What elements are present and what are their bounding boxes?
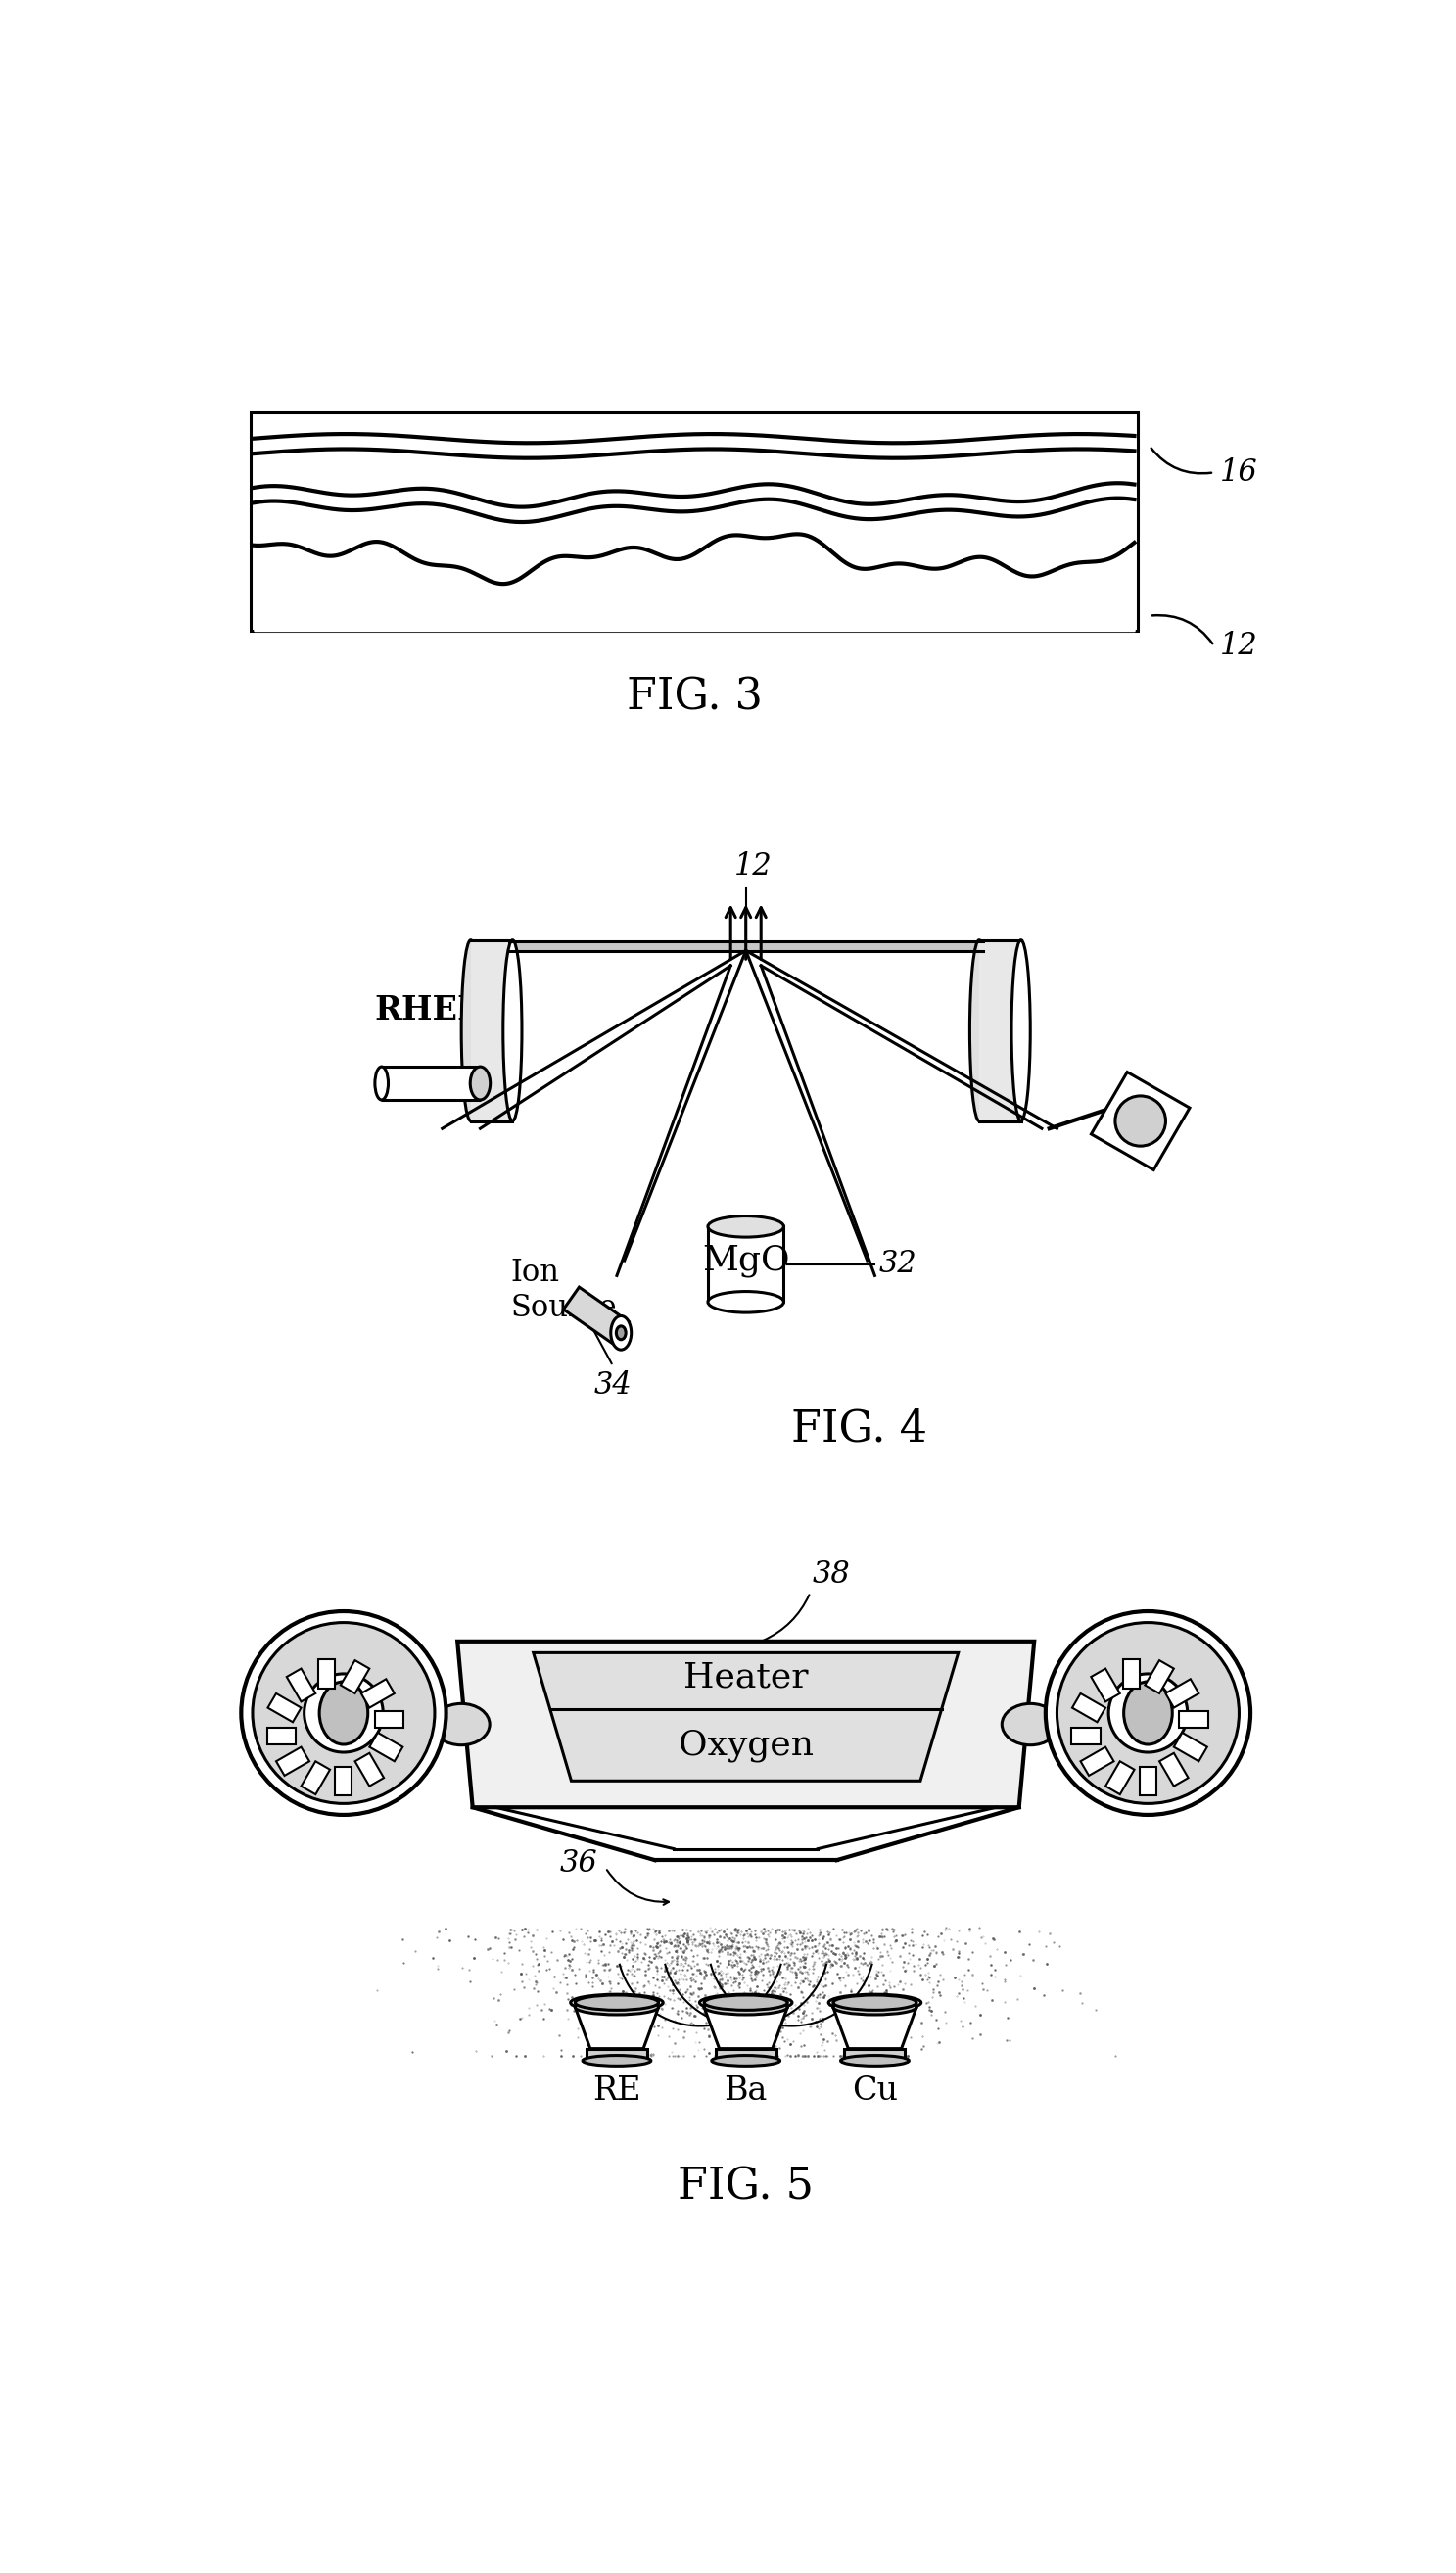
Bar [1072,1693,1105,1721]
Ellipse shape [374,1068,389,1099]
Text: FIG. 5: FIG. 5 [678,2166,814,2208]
Ellipse shape [319,1683,368,1744]
Bar [587,2048,646,2061]
Text: 12: 12 [1220,630,1258,661]
Ellipse shape [575,1994,658,2010]
Polygon shape [563,1286,629,1343]
Text: 34: 34 [594,1369,632,1400]
Bar [250,412,1139,630]
Polygon shape [705,2007,788,2048]
Ellipse shape [708,1217,783,1238]
Ellipse shape [432,1703,489,1744]
Ellipse shape [712,2056,780,2066]
Bar [374,1711,403,1726]
Ellipse shape [462,939,480,1122]
Bar [1140,1768,1156,1796]
Text: 12: 12 [734,852,772,880]
Ellipse shape [699,1994,792,2012]
Bar [335,1768,352,1796]
Ellipse shape [571,1994,662,2012]
Circle shape [1108,1675,1188,1752]
Ellipse shape [575,1999,658,2015]
Ellipse shape [833,1994,917,2010]
Ellipse shape [970,939,989,1122]
Circle shape [1045,1611,1251,1814]
Bar [1072,1726,1101,1744]
Bar [1174,1732,1207,1763]
Polygon shape [381,1068,480,1099]
Text: Oxygen: Oxygen [678,1729,814,1763]
Bar [1165,1680,1198,1708]
Polygon shape [575,2007,658,2048]
Ellipse shape [582,2056,651,2066]
Text: 16: 16 [1220,458,1258,489]
Ellipse shape [705,1999,788,2015]
Ellipse shape [705,1994,788,2010]
Text: 38: 38 [812,1559,850,1590]
Bar [1080,1747,1114,1775]
Text: 32: 32 [878,1248,917,1279]
Bar [470,939,513,1122]
Ellipse shape [470,1068,491,1099]
Bar [301,1763,331,1793]
Text: RE: RE [593,2076,641,2107]
Bar [268,1693,301,1721]
Ellipse shape [610,1315,632,1351]
Ellipse shape [833,1999,917,2015]
Bar [708,1227,783,1302]
Bar [370,1732,403,1763]
Circle shape [242,1611,446,1814]
Bar [319,1660,335,1688]
Bar [266,1726,296,1744]
Bar [508,942,983,949]
Bar [715,2048,776,2061]
Ellipse shape [1012,939,1031,1122]
Bar [1179,1711,1208,1726]
Bar [341,1660,370,1693]
Polygon shape [533,1652,958,1781]
Text: MgO: MgO [702,1243,789,1276]
Bar [355,1752,384,1786]
Text: Heater: Heater [683,1660,808,1693]
Bar [1123,1660,1140,1688]
Circle shape [1057,1624,1239,1804]
Circle shape [304,1675,383,1752]
Ellipse shape [828,1994,922,2012]
Bar [287,1667,316,1701]
Polygon shape [833,2007,917,2048]
Text: Ion
Source: Ion Source [511,1258,617,1323]
Bar [1144,1660,1174,1693]
Bar [1091,1667,1120,1701]
Ellipse shape [1124,1683,1172,1744]
Circle shape [252,1624,435,1804]
Bar [361,1680,395,1708]
Text: FIG. 3: FIG. 3 [626,677,761,718]
Ellipse shape [616,1325,626,1341]
Ellipse shape [504,939,521,1122]
Ellipse shape [840,2056,909,2066]
Bar [980,939,1021,1122]
Ellipse shape [708,1292,783,1312]
Polygon shape [457,1642,1034,1806]
Polygon shape [1091,1073,1190,1171]
Bar [1105,1763,1134,1793]
Ellipse shape [1002,1703,1059,1744]
Ellipse shape [1115,1096,1166,1145]
Text: Cu: Cu [852,2076,898,2107]
Bar [277,1747,310,1775]
Text: RHEED: RHEED [374,993,511,1027]
Text: Ba: Ba [724,2076,767,2107]
Text: FIG. 4: FIG. 4 [792,1407,927,1449]
Bar [1159,1752,1188,1786]
Bar [844,2048,906,2061]
Text: 36: 36 [561,1847,598,1878]
